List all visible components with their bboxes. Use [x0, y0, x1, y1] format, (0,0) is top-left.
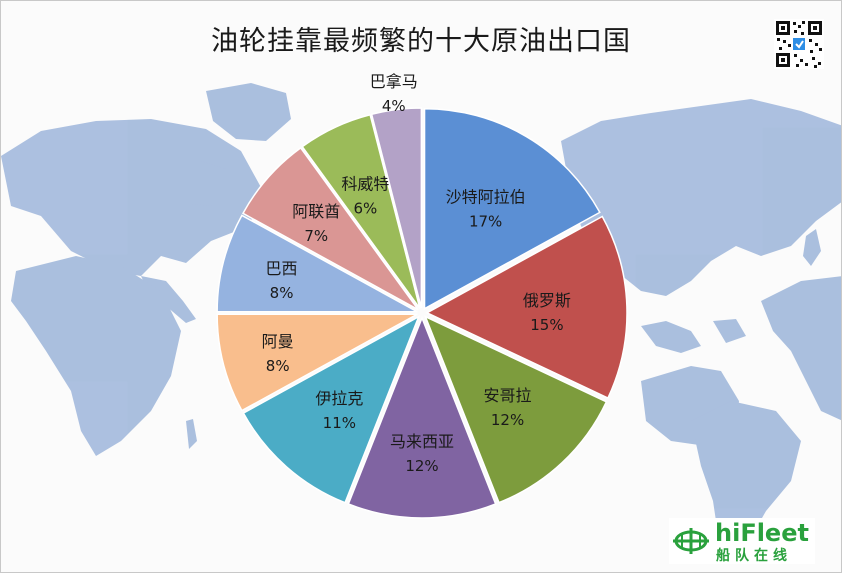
- slice-percent-label: 4%: [382, 97, 406, 115]
- logo-subtitle: 船队在线: [716, 548, 792, 564]
- slice-percent-label: 11%: [323, 414, 356, 432]
- pie-slice: [370, 107, 423, 309]
- slice-percent-label: 12%: [491, 411, 524, 429]
- slice-name-label: 安哥拉: [484, 386, 532, 405]
- pie-slice: [216, 214, 418, 313]
- pie-slice: [301, 113, 421, 309]
- pie-slice: [216, 313, 418, 412]
- pie-slice: [241, 146, 419, 311]
- slice-percent-label: 17%: [469, 212, 502, 230]
- qr-code-icon: [774, 19, 824, 69]
- slice-percent-label: 12%: [405, 457, 438, 475]
- slice-name-label: 马来西亚: [390, 432, 454, 451]
- pie-slice: [242, 315, 421, 504]
- slice-name-label: 阿曼: [262, 332, 294, 351]
- slice-name-label: 阿联酋: [292, 202, 340, 221]
- pie-slice: [424, 315, 608, 504]
- pie-slice: [425, 215, 628, 399]
- pie-slice: [347, 315, 497, 519]
- slice-percent-label: 8%: [270, 284, 294, 302]
- slice-percent-label: 8%: [266, 357, 290, 375]
- slice-name-label: 沙特阿拉伯: [446, 187, 526, 206]
- slice-name-label: 科威特: [341, 175, 389, 194]
- slice-percent-label: 15%: [530, 316, 563, 334]
- slice-percent-label: 7%: [304, 227, 328, 245]
- hifleet-logo: hiFleet 船队在线: [669, 518, 815, 564]
- slice-name-label: 巴拿马: [370, 72, 418, 91]
- slice-percent-label: 6%: [353, 200, 377, 218]
- chart-title: 油轮挂靠最频繁的十大原油出口国: [211, 26, 631, 57]
- hifleet-logo-icon: [673, 528, 709, 554]
- slice-name-label: 巴西: [266, 259, 298, 278]
- pie-slice: [423, 107, 601, 310]
- logo-brand: hiFleet: [715, 519, 809, 547]
- slice-name-label: 俄罗斯: [523, 291, 571, 310]
- slice-name-label: 伊拉克: [315, 389, 363, 408]
